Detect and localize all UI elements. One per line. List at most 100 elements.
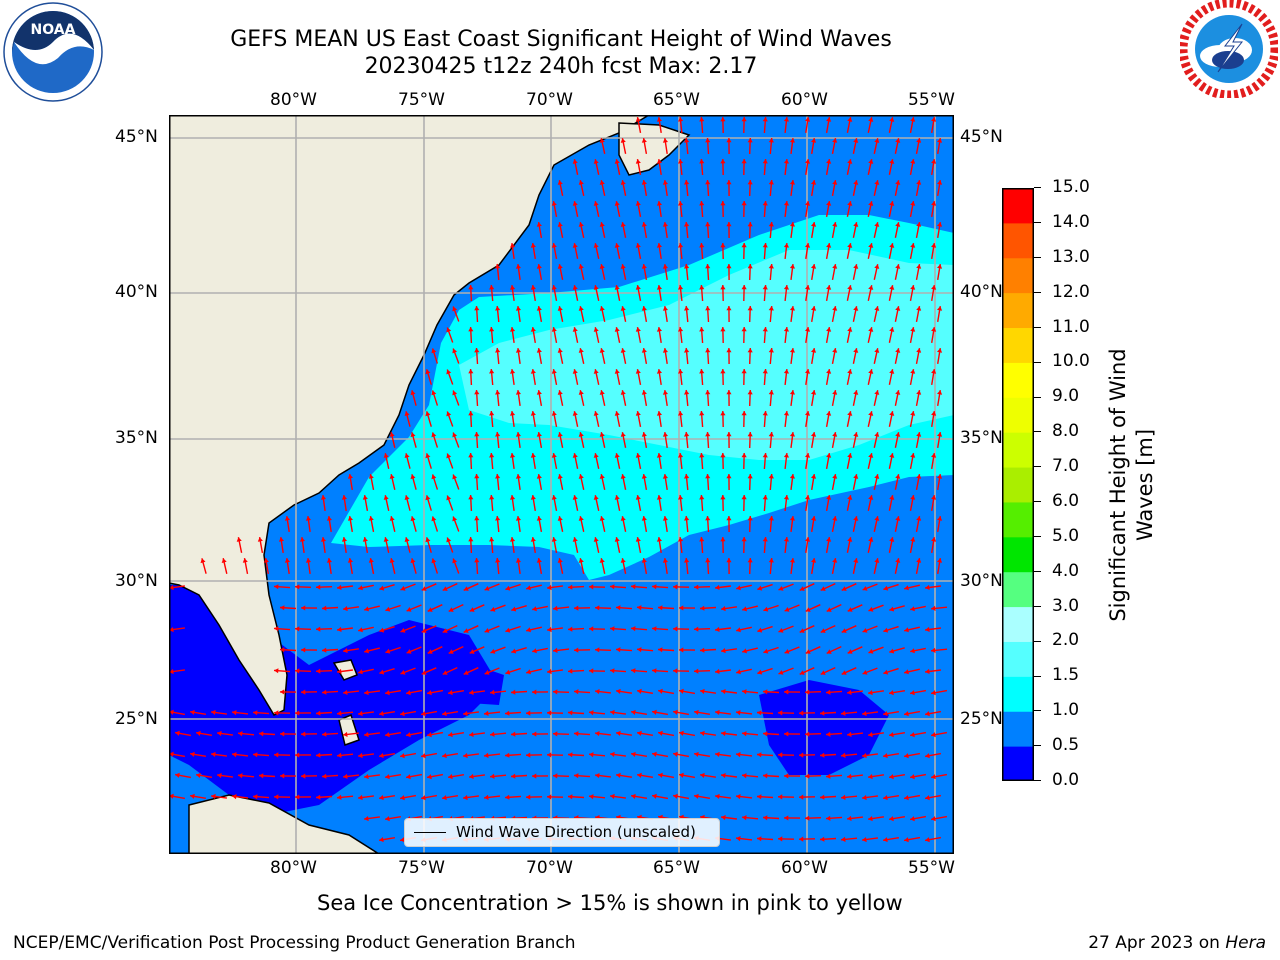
wave-direction-arrowhead <box>694 751 699 757</box>
wave-direction-arrowhead <box>404 537 410 542</box>
wave-direction-arrowhead <box>662 474 668 479</box>
wave-direction-arrowhead <box>699 495 705 500</box>
colorbar-tick-label: 3.0 <box>1052 595 1080 616</box>
wave-direction-arrowhead <box>495 390 501 395</box>
wave-direction-arrowhead <box>593 159 599 164</box>
wave-direction-arrowhead <box>301 647 306 653</box>
wave-direction-arrowhead <box>826 369 832 374</box>
wave-direction-arrowhead <box>889 732 894 738</box>
wave-direction-arrowhead <box>705 516 711 521</box>
colorbar-segment <box>1002 641 1034 677</box>
wave-direction-arrowhead <box>242 558 248 563</box>
wave-direction-arrowhead <box>741 243 747 248</box>
wave-direction-arrowhead <box>448 607 454 612</box>
wave-direction-arrowhead <box>720 201 726 206</box>
wave-direction-arrowhead <box>368 558 374 563</box>
wave-direction-arrowhead <box>805 285 811 290</box>
wave-direction-arrowhead <box>489 327 495 332</box>
wave-direction-arrowhead <box>789 222 795 227</box>
footer-branch: NCEP/EMC/Verification Post Processing Pr… <box>13 933 576 953</box>
lat-tick-left: 40°N <box>115 282 158 302</box>
colorbar <box>1002 188 1034 781</box>
wave-direction-arrowhead <box>358 585 363 591</box>
legend-label: Wind Wave Direction (unscaled) <box>456 823 696 841</box>
wave-direction-arrowhead <box>652 709 657 715</box>
wave-direction-arrowhead <box>169 627 174 633</box>
wave-direction-arrowhead <box>641 474 647 479</box>
wave-direction-arrowhead <box>421 753 426 759</box>
wave-direction-arrowhead <box>595 689 600 695</box>
wave-direction-arrowhead <box>616 605 621 611</box>
wave-direction-arrowhead <box>595 773 600 779</box>
chart-title: GEFS MEAN US East Coast Significant Heig… <box>230 27 892 52</box>
wave-direction-arrowhead <box>379 837 384 843</box>
wave-direction-arrowhead <box>410 390 416 396</box>
wave-direction-arrowhead <box>442 753 447 759</box>
wave-direction-arrowhead <box>762 369 768 374</box>
wave-direction-arrowhead <box>326 558 332 563</box>
wave-direction-arrowhead <box>916 474 922 479</box>
wave-direction-arrowhead <box>662 432 668 437</box>
wave-direction-arrowhead <box>217 731 222 737</box>
wave-direction-arrowhead <box>763 648 769 654</box>
wave-direction-arrowhead <box>741 495 747 500</box>
wave-direction-arrowhead <box>868 243 874 248</box>
wave-direction-arrowhead <box>568 626 573 632</box>
wave-direction-arrowhead <box>895 390 901 395</box>
wave-direction-arrowhead <box>368 516 374 521</box>
wave-direction-arrowhead <box>274 584 279 590</box>
wave-direction-arrowhead <box>805 773 810 779</box>
wave-direction-arrowhead <box>211 751 216 757</box>
wave-direction-arrowhead <box>175 772 180 778</box>
wave-direction-arrowhead <box>679 605 684 611</box>
wave-direction-arrowhead <box>679 730 684 736</box>
wave-direction-arrowhead <box>593 453 599 458</box>
colorbar-tick-label: 0.0 <box>1052 770 1080 790</box>
wave-direction-arrowhead <box>904 795 909 801</box>
wave-direction-arrowhead <box>805 369 811 374</box>
wave-direction-arrowhead <box>278 537 284 542</box>
wave-direction-arrowhead <box>889 816 894 822</box>
wave-direction-arrowhead <box>448 774 453 780</box>
wave-direction-arrowhead <box>931 159 937 164</box>
wave-direction-arrowhead <box>841 752 846 758</box>
wave-direction-arrowhead <box>853 348 859 353</box>
wave-direction-arrowhead <box>448 732 453 738</box>
wave-direction-arrowhead <box>768 432 774 437</box>
wave-direction-arrowhead <box>699 537 705 542</box>
wave-direction-arrowhead <box>593 243 599 248</box>
wave-direction-arrowhead <box>452 432 458 438</box>
wave-direction-arrowhead <box>662 390 668 395</box>
wave-direction-arrowhead <box>505 669 511 675</box>
lon-tick-bottom: 70°W <box>526 858 573 878</box>
wave-direction-arrowhead <box>452 516 458 522</box>
wave-direction-arrowhead <box>931 647 936 653</box>
wave-direction-arrowhead <box>322 647 327 653</box>
wave-direction-arrowhead <box>931 816 936 822</box>
wave-direction-arrowhead <box>656 411 662 416</box>
wave-direction-arrowhead <box>868 648 874 654</box>
wave-direction-arrowhead <box>937 474 943 479</box>
wave-direction-arrowhead <box>721 648 726 654</box>
wave-direction-arrowhead <box>610 668 615 674</box>
wave-direction-arrowhead <box>652 668 657 674</box>
wave-direction-arrowhead <box>446 369 452 375</box>
wave-direction-arrowhead <box>874 264 880 269</box>
colorbar-tick-label: 4.0 <box>1052 560 1080 581</box>
wave-direction-arrowhead <box>883 627 889 633</box>
wave-direction-arrowhead <box>489 453 495 458</box>
wave-direction-arrowhead <box>700 605 705 611</box>
wave-direction-arrowhead <box>474 390 480 395</box>
wave-direction-arrowhead <box>931 117 937 122</box>
wave-direction-arrowhead <box>484 710 489 716</box>
colorbar-tick-mark <box>1034 361 1041 363</box>
wave-direction-arrowhead <box>389 432 395 437</box>
wave-direction-arrowhead <box>568 668 573 674</box>
wave-direction-arrowhead <box>747 516 753 521</box>
wave-direction-arrowhead <box>589 752 594 758</box>
colorbar-tick-label: 6.0 <box>1052 490 1080 511</box>
wave-direction-arrowhead <box>916 432 922 437</box>
lat-tick-right: 35°N <box>960 428 1003 448</box>
wave-direction-arrowhead <box>385 732 390 738</box>
wave-direction-arrowhead <box>741 201 747 206</box>
